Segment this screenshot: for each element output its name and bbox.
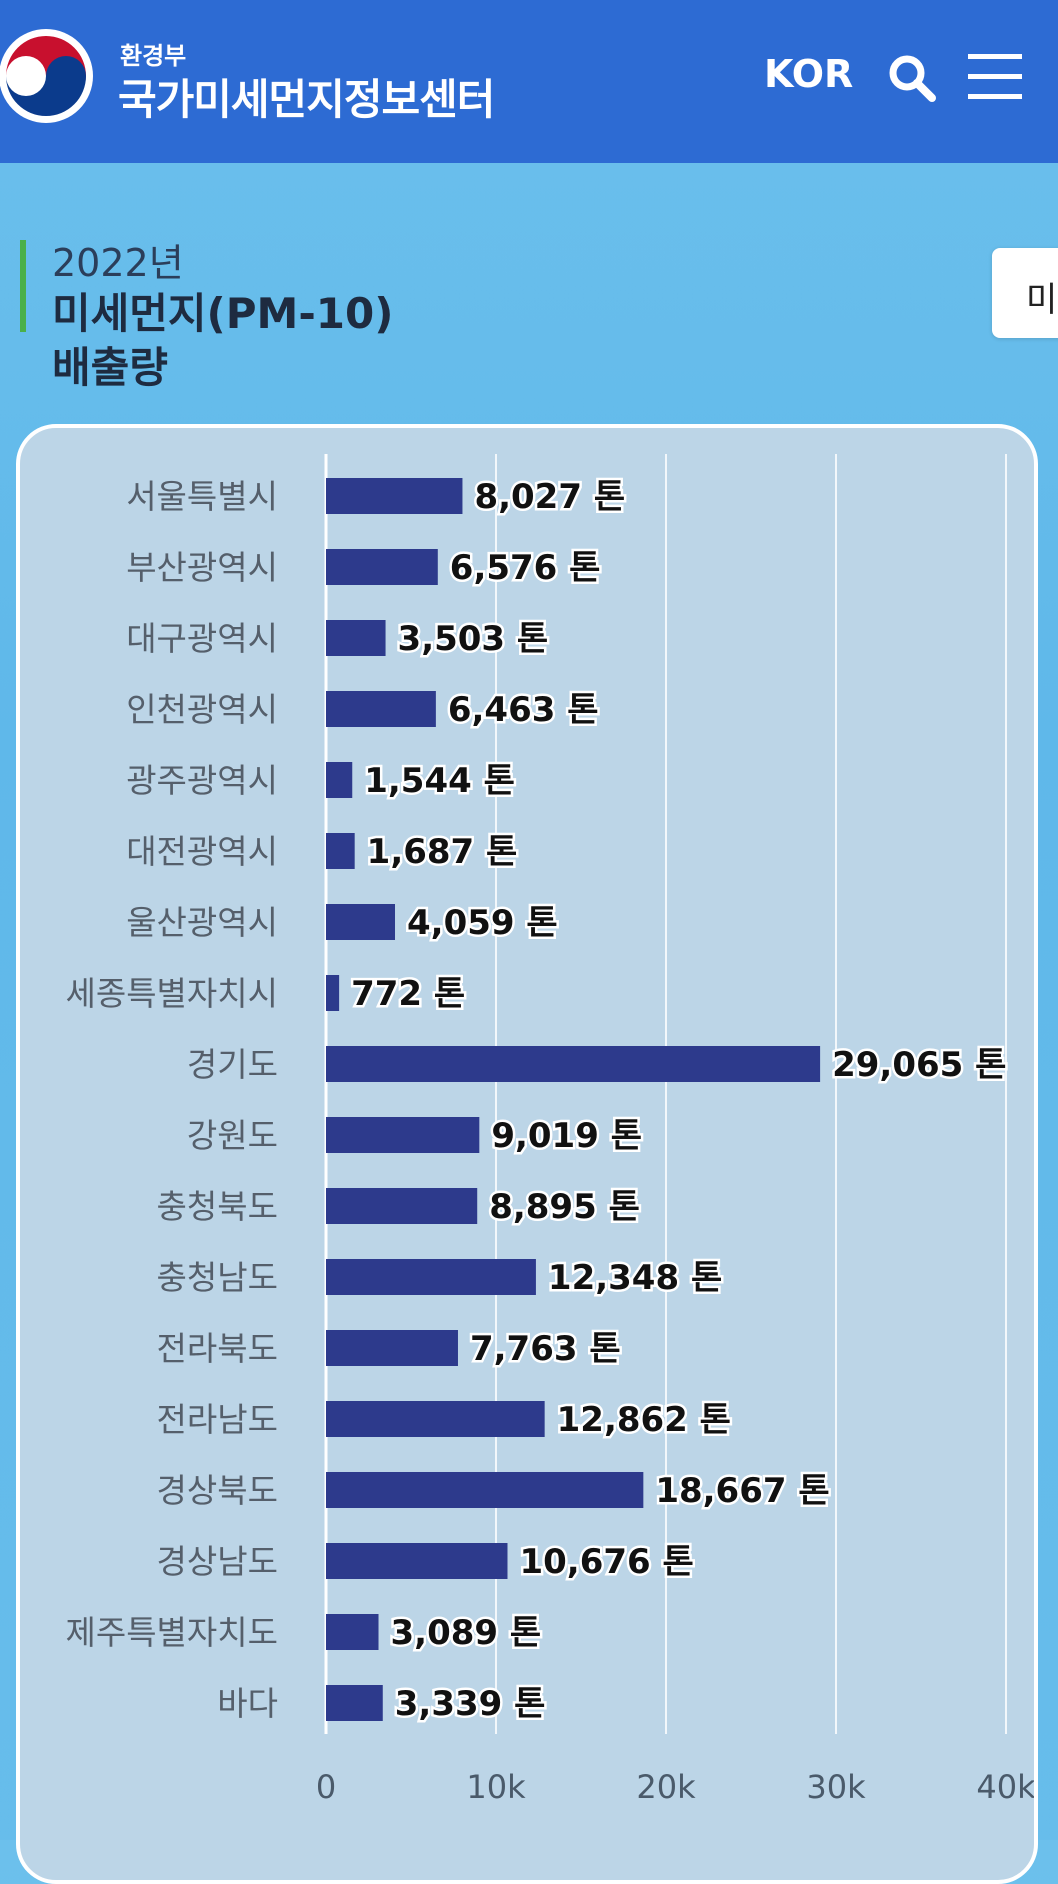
- x-tick-label: 10k: [466, 1768, 526, 1806]
- category-label: 제주특별자치도: [65, 1613, 278, 1652]
- data-label: 7,763 톤: [470, 1329, 621, 1369]
- language-selector[interactable]: KOR: [764, 52, 854, 96]
- title-accent-bar: [20, 240, 26, 332]
- category-label: 인천광역시: [126, 690, 278, 729]
- bar[interactable]: [326, 691, 436, 727]
- category-label: 세종특별자치시: [65, 974, 278, 1013]
- data-label: 8,895 톤: [489, 1187, 640, 1227]
- app-header: 환경부 국가미세먼지정보센터 KOR: [0, 0, 1058, 163]
- category-label: 대구광역시: [126, 619, 278, 658]
- bar[interactable]: [326, 762, 353, 798]
- search-icon[interactable]: [886, 52, 938, 104]
- category-label: 바다: [217, 1684, 278, 1723]
- bar[interactable]: [326, 549, 438, 585]
- data-label: 9,019 톤: [491, 1116, 642, 1156]
- category-label: 광주광역시: [126, 761, 278, 800]
- data-label: 29,065 톤: [832, 1045, 1006, 1085]
- bar[interactable]: [326, 904, 396, 940]
- category-label: 경상남도: [157, 1542, 278, 1581]
- bar[interactable]: [326, 620, 386, 656]
- title-year: 2022년: [52, 241, 184, 285]
- category-label: 충청북도: [157, 1187, 278, 1226]
- data-label: 3,503 톤: [398, 619, 549, 659]
- data-label: 6,576 톤: [450, 548, 601, 588]
- category-label: 부산광역시: [126, 548, 278, 587]
- x-tick-label: 30k: [806, 1768, 866, 1806]
- bar[interactable]: [326, 1046, 821, 1082]
- x-tick-label: 40k: [976, 1768, 1034, 1806]
- title-sub: 배출량: [52, 343, 168, 392]
- data-label: 18,667 톤: [655, 1471, 829, 1511]
- data-label: 8,027 톤: [474, 477, 625, 517]
- data-label: 4,059 톤: [407, 903, 558, 943]
- bar[interactable]: [326, 1543, 508, 1579]
- bar[interactable]: [326, 1472, 644, 1508]
- data-label: 12,348 톤: [548, 1258, 722, 1298]
- bar[interactable]: [326, 478, 463, 514]
- category-label: 전라남도: [157, 1400, 278, 1439]
- x-tick-label: 20k: [636, 1768, 696, 1806]
- data-label: 6,463 톤: [448, 690, 599, 730]
- data-label: 10,676 톤: [519, 1542, 693, 1582]
- bar[interactable]: [326, 1117, 480, 1153]
- side-tab-label: 미: [1026, 280, 1058, 320]
- taegeuk-logo-icon[interactable]: [0, 24, 96, 128]
- site-title[interactable]: 국가미세먼지정보센터: [118, 75, 495, 124]
- category-label: 경기도: [187, 1045, 278, 1084]
- data-label: 3,089 톤: [391, 1613, 542, 1653]
- bar[interactable]: [326, 1330, 458, 1366]
- data-label: 3,339 톤: [395, 1684, 546, 1724]
- bar[interactable]: [326, 833, 355, 869]
- data-label: 12,862 톤: [557, 1400, 731, 1440]
- data-label: 1,687 톤: [367, 832, 518, 872]
- bar[interactable]: [326, 975, 340, 1011]
- data-label: 772 톤: [351, 974, 465, 1014]
- data-label: 1,544 톤: [364, 761, 515, 801]
- title-main: 미세먼지(PM-10): [52, 289, 394, 338]
- category-label: 강원도: [187, 1116, 278, 1155]
- hamburger-menu-icon[interactable]: [966, 52, 1024, 102]
- category-label: 서울특별시: [126, 477, 278, 516]
- category-label: 울산광역시: [126, 903, 278, 942]
- bar[interactable]: [326, 1188, 478, 1224]
- category-label: 대전광역시: [126, 832, 278, 871]
- ministry-name: 환경부: [120, 42, 187, 70]
- bar[interactable]: [326, 1401, 545, 1437]
- x-tick-label: 0: [316, 1768, 336, 1806]
- category-label: 경상북도: [157, 1471, 278, 1510]
- side-tab-button[interactable]: 미: [992, 248, 1058, 338]
- bar[interactable]: [326, 1259, 536, 1295]
- bar[interactable]: [326, 1614, 379, 1650]
- bar[interactable]: [326, 1685, 383, 1721]
- category-label: 전라북도: [157, 1329, 278, 1368]
- category-label: 충청남도: [157, 1258, 278, 1297]
